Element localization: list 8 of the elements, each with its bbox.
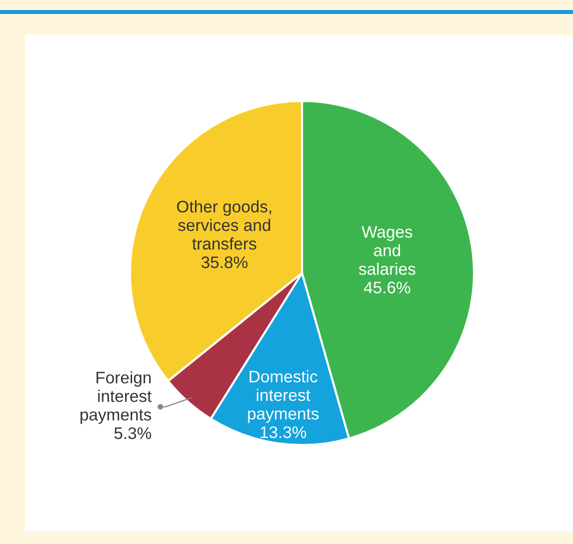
slice-label: Wages and salaries [358,226,416,275]
slice-label: Foreign interest payments [80,371,152,424]
data-label: 45.6% [364,282,410,294]
data-label: 5.3% [114,427,152,440]
slice-label: Other goods, services and transfers [177,200,272,250]
data-label: 13.3% [260,426,306,438]
slice-label: Domestic interest payments [248,370,319,423]
data-label: 35.8% [201,256,248,268]
